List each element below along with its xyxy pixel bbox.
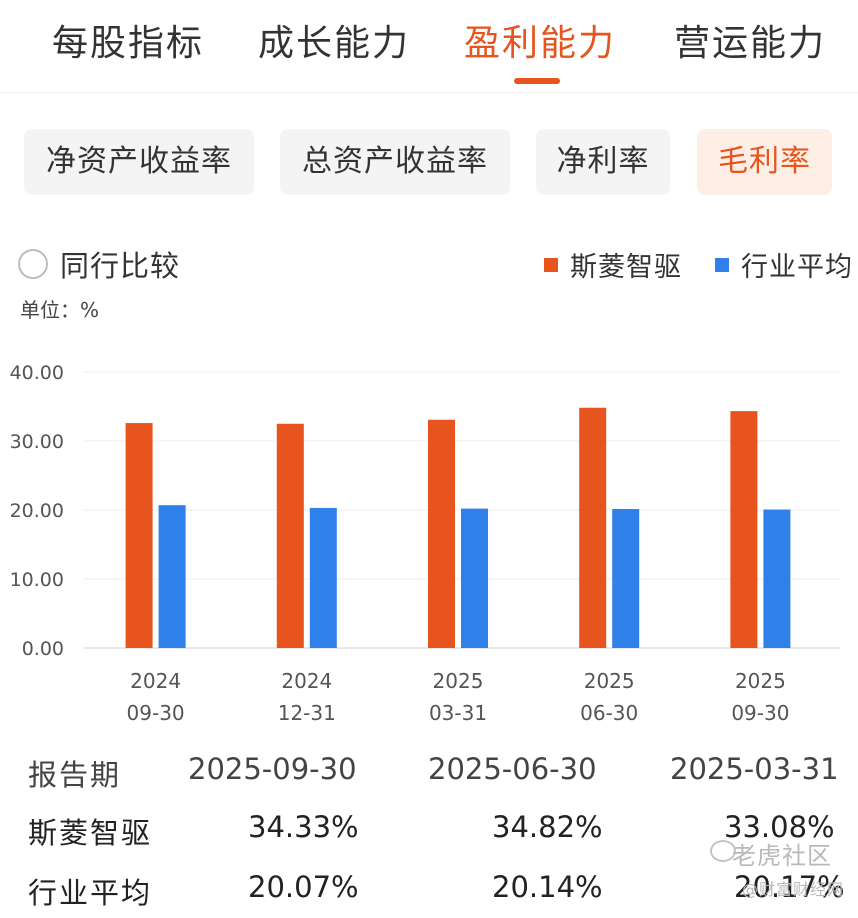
subtab-gross-margin[interactable]: 毛利率 <box>697 129 832 195</box>
legend-item-company: 斯菱智驱 <box>544 245 682 284</box>
x-tick-label: 06-30 <box>580 701 638 725</box>
legend-swatch-company <box>544 257 558 272</box>
unit-label: 单位：% <box>20 298 100 322</box>
data-table: 报告期 2025-09-30 2025-06-30 2025-03-31 斯菱智… <box>0 740 858 918</box>
peer-compare-label: 同行比较 <box>60 249 181 283</box>
legend-swatch-industry <box>715 257 729 272</box>
legend-label-company: 斯菱智驱 <box>570 252 682 283</box>
legend-item-industry: 行业平均 <box>715 245 853 284</box>
table-cell: 20.14% <box>492 870 603 904</box>
x-tick-label: 12-31 <box>278 701 336 725</box>
y-tick-label: 40.00 <box>10 362 64 384</box>
table-row-company: 斯菱智驱 34.33% 34.82% 33.08% <box>0 810 858 866</box>
active-tab-indicator <box>514 78 560 84</box>
table-header-label: 报告期 <box>28 758 122 792</box>
table-header-row: 报告期 2025-09-30 2025-06-30 2025-03-31 <box>0 752 858 808</box>
tab-per-share-metrics[interactable]: 每股指标 <box>52 23 205 64</box>
table-cell: 20.07% <box>248 870 359 904</box>
table-header-period: 2025-03-31 <box>670 752 839 786</box>
bar-industry <box>763 509 791 648</box>
tab-profitability[interactable]: 盈利能力 <box>464 23 617 64</box>
table-cell: 34.82% <box>492 810 603 844</box>
x-tick-label: 09-30 <box>127 701 185 725</box>
watermark-logo-icon <box>710 840 736 862</box>
top-tab-bar: 每股指标 成长能力 盈利能力 营运能力 <box>0 0 858 93</box>
peer-compare-toggle[interactable]: 同行比较 <box>18 246 181 283</box>
table-header-period: 2025-09-30 <box>188 752 357 786</box>
bar-company <box>125 423 153 648</box>
x-tick-label: 2025 <box>584 669 635 693</box>
bar-industry <box>158 505 186 648</box>
table-cell: 20.17% <box>734 870 845 904</box>
table-cell: 34.33% <box>248 810 359 844</box>
table-row-label: 行业平均 <box>28 876 153 910</box>
x-tick-label: 03-31 <box>429 701 487 725</box>
x-tick-label: 2024 <box>130 669 181 693</box>
x-tick-label: 2025 <box>735 669 786 693</box>
watermark-line2: @财富财经网 <box>741 880 844 899</box>
watermark: 老虎社区 @财富财经网 <box>710 836 844 906</box>
x-tick-label: 09-30 <box>731 701 789 725</box>
tab-growth-ability[interactable]: 成长能力 <box>258 23 411 64</box>
table-header-period: 2025-06-30 <box>428 752 597 786</box>
y-tick-label: 10.00 <box>10 569 64 591</box>
bar-company <box>276 423 304 648</box>
radio-unchecked-icon[interactable] <box>18 249 48 279</box>
bar-company <box>579 407 607 648</box>
legend-label-industry: 行业平均 <box>741 252 853 283</box>
x-tick-label: 2024 <box>281 669 332 693</box>
bar-industry <box>461 508 488 648</box>
bar-industry <box>309 507 337 648</box>
gross-margin-bar-chart: 40.00 30.00 20.00 10.00 0.00 2024 09-30 2024 12-… <box>10 362 840 725</box>
bar-company <box>730 411 758 648</box>
subtab-roa[interactable]: 总资产收益率 <box>280 129 510 195</box>
table-row-industry: 行业平均 20.07% 20.14% 20.17% <box>0 870 858 918</box>
y-tick-label: 30.00 <box>10 431 64 453</box>
tab-operating-ability[interactable]: 营运能力 <box>674 23 827 64</box>
bar-company <box>428 419 455 648</box>
table-row-label: 斯菱智驱 <box>28 816 153 850</box>
y-tick-label: 20.00 <box>10 500 64 522</box>
y-tick-label: 0.00 <box>22 638 64 660</box>
table-cell: 33.08% <box>724 810 835 844</box>
x-tick-label: 2025 <box>433 669 484 693</box>
subtab-roe[interactable]: 净资产收益率 <box>24 129 254 195</box>
bar-industry <box>612 509 640 648</box>
subtab-net-margin[interactable]: 净利率 <box>536 129 670 195</box>
watermark-line1: 老虎社区 <box>732 842 832 870</box>
